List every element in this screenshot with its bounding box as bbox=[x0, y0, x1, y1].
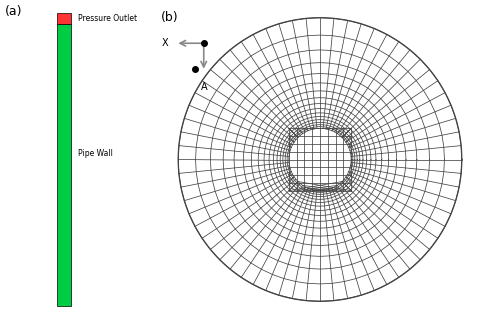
Text: (b): (b) bbox=[161, 11, 178, 24]
Text: Pressure Outlet: Pressure Outlet bbox=[78, 14, 137, 23]
Bar bbox=[57, 13, 71, 24]
Text: X: X bbox=[162, 38, 168, 48]
Text: A: A bbox=[200, 82, 207, 92]
Text: Pipe Wall: Pipe Wall bbox=[78, 149, 112, 158]
Text: (a): (a) bbox=[5, 5, 22, 18]
Bar bbox=[57, 24, 71, 306]
